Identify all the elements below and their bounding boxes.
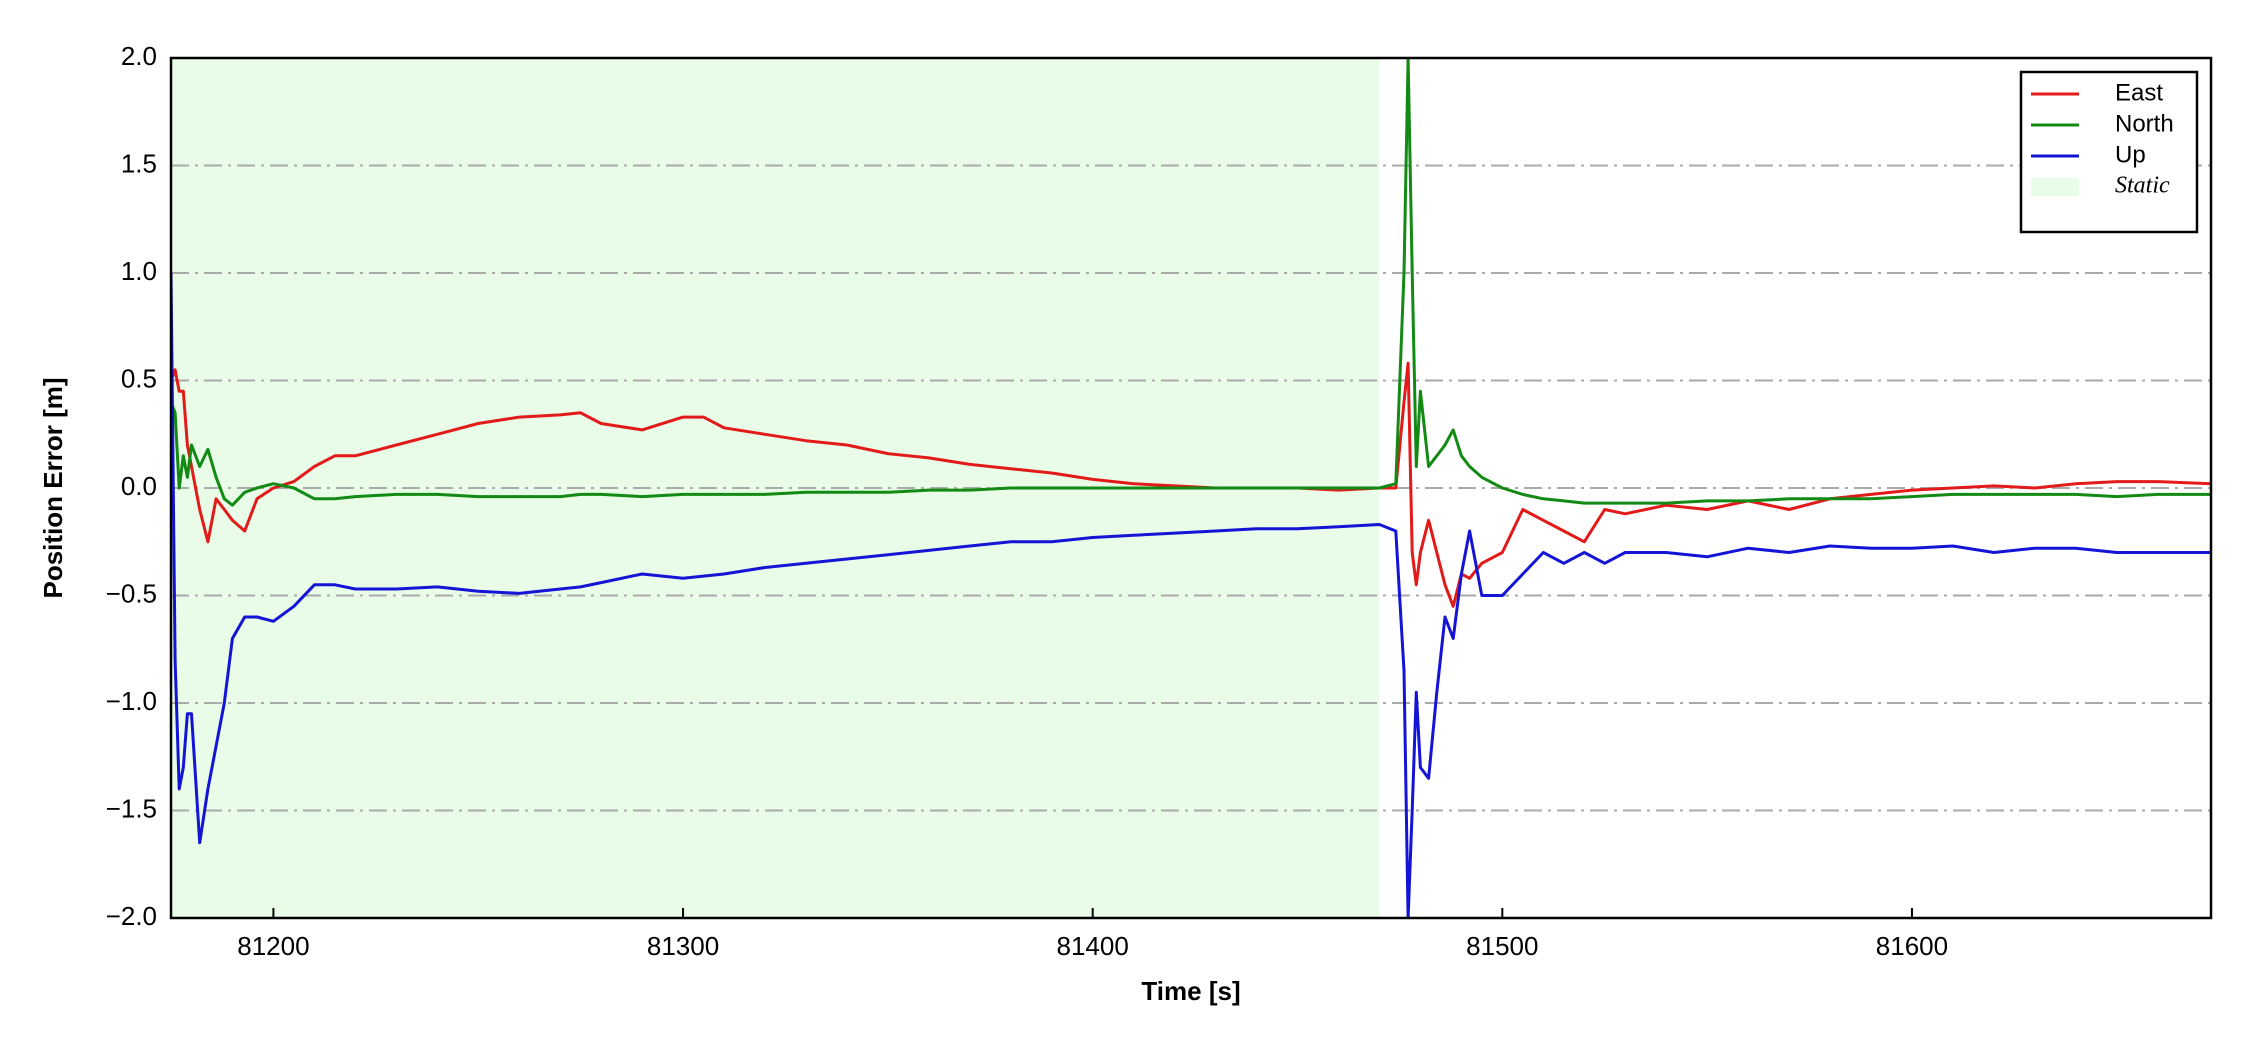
legend-label: North bbox=[2115, 110, 2174, 137]
x-tick-label: 81500 bbox=[1466, 931, 1538, 961]
x-tick-label: 81600 bbox=[1876, 931, 1948, 961]
series-line bbox=[171, 272, 2211, 918]
x-axis-label: Time [s] bbox=[1141, 976, 1240, 1006]
y-tick-label: −0.5 bbox=[106, 578, 157, 608]
x-tick-label: 81300 bbox=[647, 931, 719, 961]
y-axis-label: Position Error [m] bbox=[38, 377, 68, 598]
y-tick-label: −1.5 bbox=[106, 793, 157, 823]
y-tick-label: 1.5 bbox=[121, 148, 157, 178]
y-tick-label: −1.0 bbox=[106, 686, 157, 716]
series-line bbox=[171, 58, 2211, 507]
legend-swatch bbox=[2031, 178, 2079, 196]
y-tick-label: 0.5 bbox=[121, 363, 157, 393]
y-tick-label: 2.0 bbox=[121, 41, 157, 71]
series-line bbox=[171, 361, 2211, 608]
y-tick-label: −2.0 bbox=[106, 901, 157, 931]
legend-label: Static bbox=[2115, 173, 2170, 199]
plot-lines bbox=[171, 58, 2211, 918]
plot-frame bbox=[169, 56, 2213, 920]
x-tick-label: 81400 bbox=[1057, 931, 1129, 961]
legend-label: Up bbox=[2115, 141, 2146, 168]
x-tick-label: 81200 bbox=[237, 931, 309, 961]
legend-label: East bbox=[2115, 79, 2163, 106]
y-tick-label: 1.0 bbox=[121, 256, 157, 286]
y-tick-label: 0.0 bbox=[121, 471, 157, 501]
legend-box bbox=[2019, 70, 2199, 234]
